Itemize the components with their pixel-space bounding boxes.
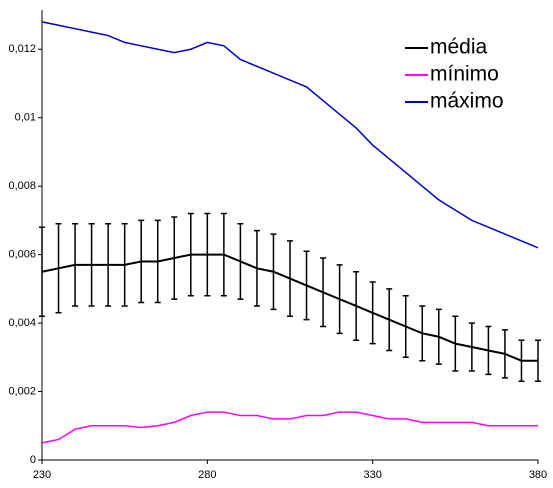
y-tick-label: 0,012 [8,43,36,55]
legend-label: mínimo [430,63,499,86]
x-tick-label: 230 [33,469,51,481]
y-tick-label: 0 [30,454,36,466]
y-tick-label: 0,01 [15,112,36,124]
line [41,411,538,444]
x-tick-label: 280 [198,469,216,481]
x-tick-label: 330 [363,469,381,481]
y-tick-label: 0,006 [8,249,36,261]
legend-label: média [430,36,488,59]
error-bar [39,226,45,317]
x-tick-label: 380 [529,469,547,481]
y-tick-label: 0,008 [8,180,36,192]
line [41,253,538,362]
y-tick-label: 0,004 [8,317,36,329]
y-tick-label: 0,002 [8,385,36,397]
line [41,21,539,249]
legend-label: máximo [430,90,504,113]
